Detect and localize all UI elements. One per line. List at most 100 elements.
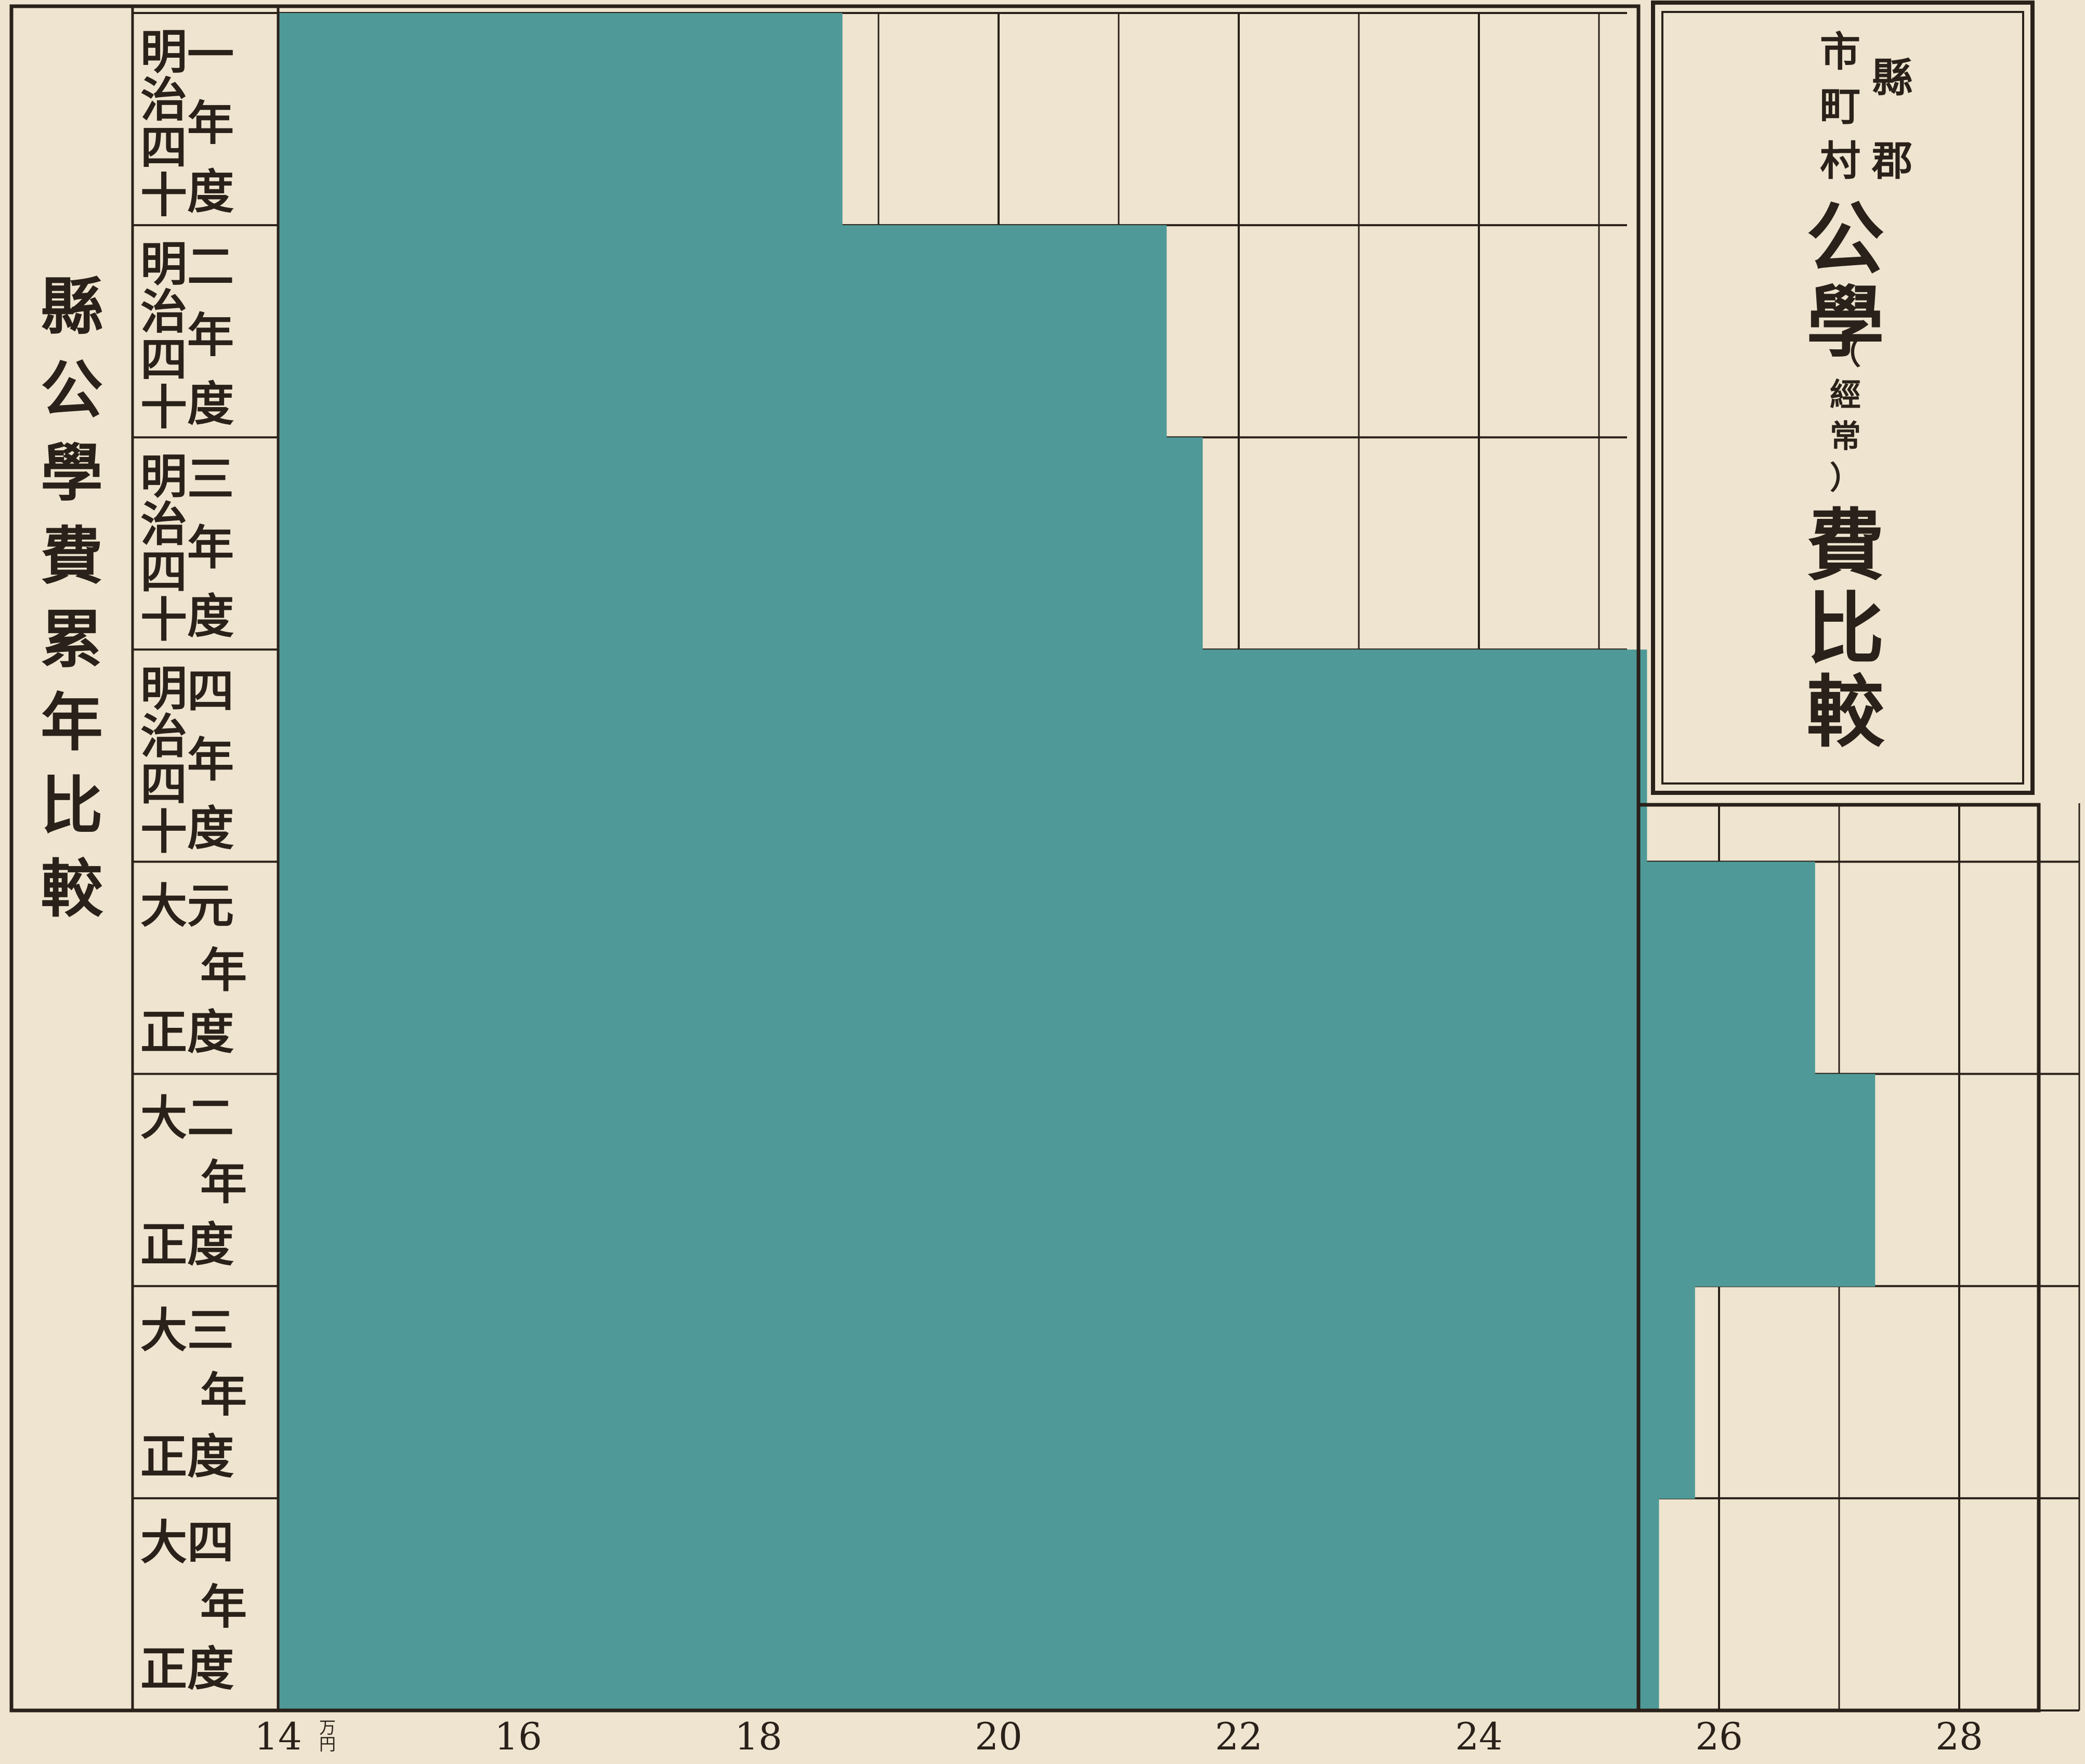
suffix-char: 度	[187, 1641, 234, 1696]
label-char-left: 四	[140, 120, 187, 175]
x-tick-label-22: 22	[1215, 1715, 1263, 1758]
era-char: 正	[140, 1005, 187, 1060]
label-char-right: 年	[187, 96, 234, 151]
tick-label-layer: 14 16 18 20 22 24 26 28 万円	[254, 1715, 1983, 1758]
label-char-right: 年	[187, 308, 234, 363]
era-char: 大	[140, 1515, 187, 1570]
year-char: 元	[187, 879, 234, 934]
label-char-right: 四	[187, 663, 234, 718]
year-char: 二	[187, 1091, 234, 1146]
label-char-right: 年	[187, 732, 234, 787]
title-paren-note-char: （	[1830, 335, 1861, 372]
x-tick-label-24: 24	[1455, 1715, 1503, 1758]
title-prefix-top-char: 縣	[1872, 55, 1912, 102]
x-tick-label-28: 28	[1935, 1715, 1983, 1758]
category-label-layer: 明治四十一年度明治四十二年度明治四十三年度明治四十四年度大正元年度大正二年度大正…	[140, 24, 247, 1696]
era-char: 大	[140, 1303, 187, 1358]
bar-7	[278, 1498, 1659, 1711]
title-box	[1651, 1, 2035, 795]
label-char-right: 年	[187, 520, 234, 575]
bar-0	[278, 13, 843, 226]
title-paren-note: （ 經常 ）	[1830, 335, 1861, 496]
suffix-char: 年	[200, 1367, 247, 1422]
title-prefix-top: 縣郡	[1871, 55, 1912, 185]
side-title-text-char: 公	[41, 354, 103, 427]
label-char-left: 治	[140, 709, 187, 764]
suffix-char: 年	[200, 1579, 247, 1635]
label-char-left: 四	[140, 332, 187, 387]
title-paren-note-char: 經	[1830, 377, 1861, 413]
suffix-char: 度	[187, 1005, 234, 1060]
side-title-text-char: 比	[41, 769, 103, 843]
year-char: 三	[187, 1303, 234, 1358]
x-unit-label-char: 万	[319, 1718, 336, 1737]
label-char-right: 度	[187, 376, 234, 432]
label-char-left: 明	[140, 24, 187, 80]
title-box-inner	[1661, 11, 2024, 785]
category-label-4: 大正 元年度	[140, 879, 247, 1060]
era-char: 正	[140, 1217, 187, 1272]
title-main-char: 費	[1806, 500, 1884, 592]
title-prefix-bottom-char: 町	[1820, 83, 1860, 130]
label-char-left: 明	[140, 449, 187, 504]
bar-3	[278, 649, 1647, 863]
label-char-left: 治	[140, 72, 187, 127]
year-char: 四	[187, 1515, 234, 1570]
side-title-text-char: 年	[41, 686, 103, 760]
suffix-char: 度	[187, 1217, 234, 1272]
label-char-right: 度	[187, 164, 234, 219]
side-title-text-char: 縣	[41, 270, 103, 344]
title-prefix-top-char: 郡	[1871, 138, 1912, 185]
x-tick-label-18: 18	[735, 1715, 782, 1758]
label-char-left: 明	[140, 237, 187, 292]
label-char-left: 四	[140, 544, 187, 599]
category-label-6: 大正 三年度	[140, 1303, 247, 1484]
suffix-char: 度	[187, 1429, 234, 1484]
x-tick-label-14: 14	[254, 1715, 302, 1758]
frame-layer	[9, 1, 2041, 1713]
label-char-right: 度	[187, 801, 234, 856]
x-unit-label-char: 円	[319, 1734, 336, 1754]
title-main-char: 比	[1806, 583, 1884, 675]
era-char: 正	[140, 1429, 187, 1484]
category-label-5: 大正 二年度	[140, 1091, 247, 1272]
title-paren-note-char: 常	[1830, 419, 1861, 455]
bar-layer	[278, 13, 1876, 1711]
bar-4	[278, 861, 1815, 1075]
title-prefix-bottom-char: 市	[1820, 29, 1860, 76]
label-char-right: 度	[187, 589, 234, 644]
label-char-right: 三	[187, 451, 234, 506]
label-char-right: 二	[187, 239, 234, 294]
label-char-left: 治	[140, 496, 187, 552]
side-title-text-char: 學	[41, 437, 103, 510]
label-char-left: 十	[140, 804, 187, 859]
suffix-char: 年	[200, 1155, 247, 1210]
title-main-char: 公	[1806, 193, 1884, 285]
label-char-left: 四	[140, 756, 187, 812]
era-char: 大	[140, 1091, 187, 1146]
title-prefix-bottom-char: 村	[1820, 138, 1860, 185]
label-char-left: 明	[140, 661, 187, 716]
bar-5	[278, 1074, 1876, 1287]
category-label-7: 大正 四年度	[140, 1515, 247, 1696]
era-char: 正	[140, 1641, 187, 1696]
label-char-left: 十	[140, 592, 187, 647]
bar-6	[278, 1286, 1695, 1499]
title-main-char: 較	[1806, 667, 1885, 758]
suffix-char: 年	[200, 943, 247, 998]
era-char: 大	[140, 879, 187, 934]
bar-1	[278, 225, 1167, 438]
side-title-text-char: 較	[41, 853, 103, 926]
label-char-left: 治	[140, 284, 187, 339]
title-paren-note-char: ）	[1830, 460, 1861, 496]
x-unit-label: 万円	[319, 1718, 336, 1754]
title-prefix-bottom: 市町村	[1820, 29, 1860, 185]
